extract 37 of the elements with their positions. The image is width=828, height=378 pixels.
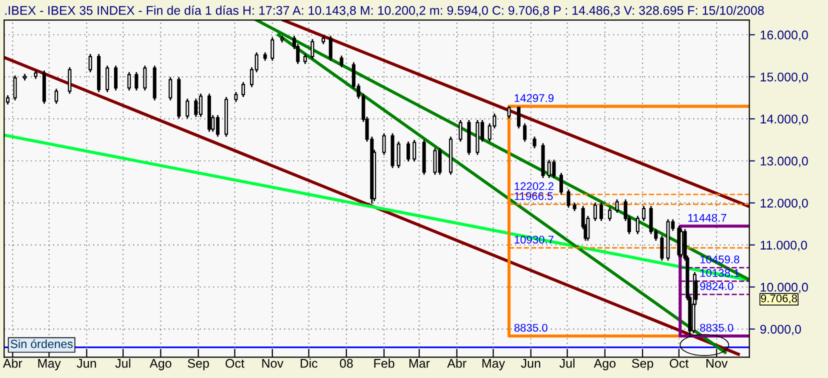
- x-tick-label: Sep: [632, 358, 654, 370]
- annotation: 9.706,8: [760, 294, 798, 304]
- y-tick-label: 10.000,0: [760, 282, 808, 294]
- chart-title: .IBEX - IBEX 35 INDEX - Fin de día 1 días H: 17:37 A: 10.143,8 M: 10.200,2 m: 9.594,0 C: 9.706,8 P : 14.486,3 V: 328.695 F: 15/10/2008: [5, 6, 764, 16]
- x-tick-label: Dic: [300, 358, 318, 368]
- x-tick-label: Abr: [447, 358, 466, 368]
- y-tick-label: 12.000,0: [760, 198, 808, 210]
- x-tick-label: Abr: [2, 358, 22, 368]
- annotation: 8835.0: [514, 324, 548, 332]
- annotation: 8835.0: [700, 324, 734, 332]
- x-tick-label: Ago: [150, 359, 172, 370]
- y-tick-label: 15.000,0: [760, 72, 808, 83]
- x-tick-label: Nov: [706, 359, 728, 368]
- x-tick-label: Nov: [262, 359, 284, 368]
- x-tick-label: Jul: [559, 358, 574, 368]
- x-tick-label: Ago: [594, 359, 616, 370]
- x-tick-label: Oct: [670, 358, 689, 368]
- x-tick-label: Feb: [374, 358, 394, 368]
- x-tick-label: Jul: [115, 358, 130, 368]
- x-tick-label: Sep: [188, 358, 209, 370]
- x-tick-label: Jun: [76, 359, 96, 368]
- y-tick-label: 11.000,0: [760, 240, 808, 252]
- x-tick-label: Oct: [226, 358, 244, 368]
- annotation: Sin órdenes: [10, 339, 73, 348]
- y-tick-label: 14.000,0: [760, 114, 808, 125]
- annotation: 14297.9: [514, 94, 554, 102]
- annotation: 11448.7: [688, 214, 726, 222]
- annotation: 12202.2: [514, 182, 554, 190]
- x-tick-label: Jun: [520, 359, 540, 368]
- x-tick-label: May: [38, 359, 61, 370]
- y-tick-label: 9.000,0: [760, 324, 801, 336]
- y-tick-label: 13.000,0: [760, 156, 808, 168]
- x-tick-label: May: [482, 359, 506, 370]
- x-tick-label: Mar: [409, 359, 430, 368]
- annotation: 9824.0: [700, 282, 734, 290]
- x-tick-label: 08: [340, 358, 353, 368]
- y-tick-label: 16.000,0: [760, 30, 808, 41]
